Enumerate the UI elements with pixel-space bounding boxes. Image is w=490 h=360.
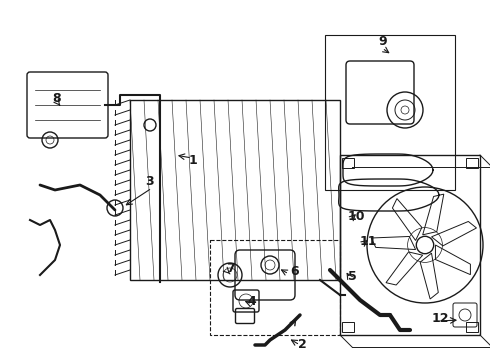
Bar [210,240,340,335]
Text: 9: 9 [378,35,387,48]
Bar [466,322,478,332]
Text: 1: 1 [189,153,197,166]
Text: 11: 11 [360,235,377,248]
Text: 8: 8 [52,92,61,105]
Text: 10: 10 [348,210,366,223]
Bar [342,158,354,168]
Text: 4: 4 [247,295,256,308]
Text: 5: 5 [348,270,357,283]
Bar [325,35,455,190]
Bar [466,158,478,168]
Text: 3: 3 [145,175,154,188]
Text: 7: 7 [226,262,235,275]
Bar [342,322,354,332]
Text: 2: 2 [297,338,306,351]
Bar [340,155,480,335]
Text: 12: 12 [432,312,449,325]
Bar [130,100,340,280]
Text: 6: 6 [290,265,298,278]
